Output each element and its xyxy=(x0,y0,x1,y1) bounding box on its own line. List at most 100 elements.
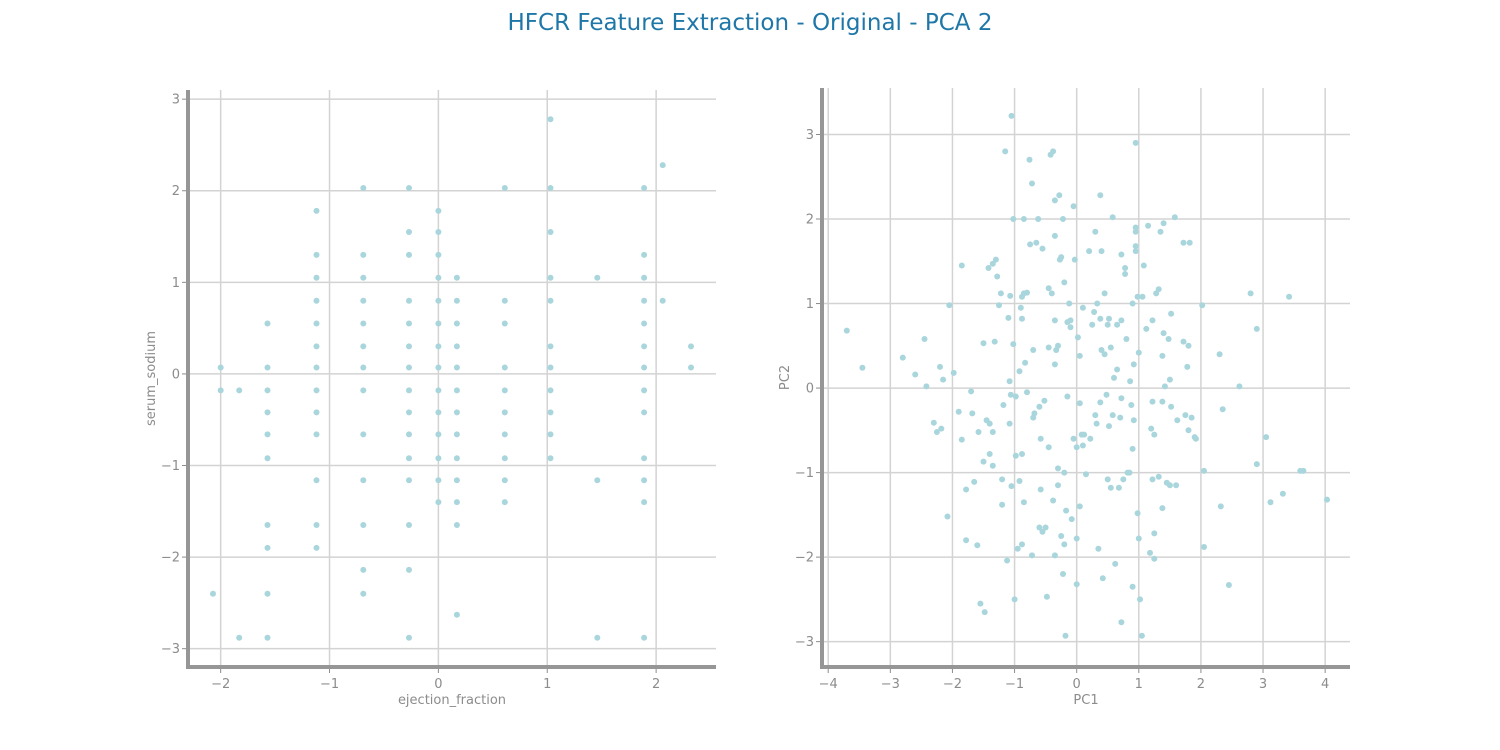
data-point xyxy=(453,387,460,394)
data-point xyxy=(501,455,508,462)
data-point xyxy=(1055,482,1061,489)
data-point xyxy=(1120,476,1127,483)
data-point xyxy=(501,364,508,371)
data-point xyxy=(501,477,508,484)
data-point xyxy=(453,522,460,528)
data-point xyxy=(1132,228,1139,235)
data-point xyxy=(547,455,554,462)
data-point xyxy=(1007,292,1014,299)
data-point xyxy=(1135,349,1142,356)
data-point xyxy=(547,297,554,304)
data-point xyxy=(899,354,906,361)
x-axis-label: ejection_fraction xyxy=(398,693,506,708)
data-point xyxy=(1107,484,1114,491)
data-point xyxy=(1076,503,1083,510)
data-point xyxy=(360,364,367,371)
data-point xyxy=(1138,632,1145,639)
data-point xyxy=(1180,239,1187,246)
data-point xyxy=(1051,361,1058,368)
data-point xyxy=(1165,336,1172,342)
data-point xyxy=(1058,533,1065,539)
data-point xyxy=(1149,476,1156,483)
data-point xyxy=(1055,342,1061,349)
data-point xyxy=(1051,232,1058,239)
data-point xyxy=(360,251,367,258)
data-point xyxy=(1041,397,1048,404)
y-tick-label: 3 xyxy=(806,128,814,143)
data-point xyxy=(641,387,648,394)
x-tick-label: 0 xyxy=(434,677,442,692)
data-point xyxy=(1157,228,1164,235)
data-point xyxy=(435,431,442,438)
data-point xyxy=(1168,310,1175,317)
data-point xyxy=(313,274,320,281)
data-point xyxy=(989,429,996,435)
data-point xyxy=(859,364,866,371)
data-point xyxy=(264,590,271,597)
data-point xyxy=(1159,398,1166,405)
data-point xyxy=(1099,575,1106,582)
data-point xyxy=(313,207,320,214)
data-point xyxy=(1324,496,1330,503)
x-tick-label: 4 xyxy=(1321,677,1329,692)
data-point xyxy=(1135,535,1142,542)
data-point xyxy=(641,251,648,258)
data-point xyxy=(360,522,367,528)
data-point xyxy=(1030,347,1037,353)
data-point xyxy=(406,297,412,304)
data-point xyxy=(963,537,970,544)
data-point xyxy=(1217,503,1224,510)
data-point xyxy=(1148,425,1155,432)
data-point xyxy=(843,327,850,334)
data-point xyxy=(989,260,996,267)
data-point xyxy=(1129,445,1136,452)
x-tick-label: 2 xyxy=(652,677,660,692)
data-point xyxy=(1160,220,1167,227)
data-point xyxy=(1134,510,1141,517)
data-point xyxy=(1253,461,1260,468)
data-point xyxy=(1168,403,1175,410)
data-point xyxy=(641,320,648,327)
data-point xyxy=(641,343,648,350)
data-point xyxy=(1071,256,1078,263)
y-tick-label: 1 xyxy=(806,297,814,312)
data-point xyxy=(1094,300,1101,307)
data-point xyxy=(1022,359,1029,366)
data-point xyxy=(594,274,601,281)
data-point xyxy=(1016,368,1023,375)
data-point xyxy=(1279,490,1286,497)
data-point xyxy=(1118,317,1125,324)
data-point xyxy=(641,455,648,462)
data-point xyxy=(501,409,508,416)
data-point xyxy=(313,431,320,438)
x-tick-label: −2 xyxy=(943,677,962,692)
data-point xyxy=(1037,435,1044,442)
data-point xyxy=(1051,552,1058,559)
data-point xyxy=(313,544,320,551)
data-point xyxy=(453,431,460,438)
data-point xyxy=(1073,535,1080,542)
data-point xyxy=(1055,465,1061,472)
data-point xyxy=(1029,552,1035,559)
data-point xyxy=(1147,549,1153,556)
data-point xyxy=(1073,581,1080,588)
data-point xyxy=(1066,300,1073,307)
data-point xyxy=(1067,324,1074,331)
data-point xyxy=(360,274,367,281)
data-point xyxy=(1173,482,1180,489)
data-point xyxy=(1004,557,1011,564)
data-point xyxy=(1188,414,1195,421)
data-point xyxy=(313,364,320,371)
data-point xyxy=(1286,293,1293,300)
data-point xyxy=(1024,389,1030,396)
data-point xyxy=(968,388,975,395)
data-point xyxy=(1149,398,1156,405)
data-point xyxy=(453,455,460,462)
data-point xyxy=(1122,271,1129,277)
data-point xyxy=(1035,216,1042,222)
data-point xyxy=(1219,406,1226,413)
data-point xyxy=(313,251,320,258)
data-point xyxy=(406,251,412,258)
x-tick-label: 1 xyxy=(1135,677,1143,692)
data-point xyxy=(991,338,998,345)
